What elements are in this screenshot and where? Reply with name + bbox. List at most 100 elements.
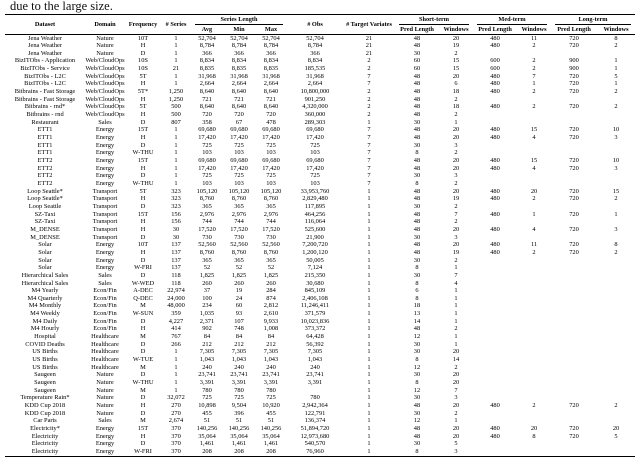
cell-short-windows: 20 xyxy=(452,348,460,356)
cell-dataset: M4 Daily xyxy=(32,317,58,325)
cell-domain: Econ/Fin xyxy=(93,317,117,325)
cell-short-pred-length: 30 xyxy=(413,440,421,448)
cell-dataset: BizITObs - L2C xyxy=(24,72,66,80)
cell-long-pred-length: 720 xyxy=(569,164,579,172)
cell-max-length: 8,640 xyxy=(263,103,279,111)
cell-long-windows: 2 xyxy=(614,42,618,50)
cell-long-pred-length xyxy=(551,410,597,418)
cell-num-target-variates: 1 xyxy=(367,440,371,448)
cell-long-pred-length xyxy=(551,364,597,372)
cell-frequency: W-THU xyxy=(132,149,154,157)
cell-long-windows: 10 xyxy=(612,157,620,164)
cell-num-series: 266 xyxy=(171,340,181,348)
cell-avg-length: 69,680 xyxy=(198,126,216,134)
cell-avg-length: 2,371 xyxy=(199,317,215,325)
cell-num-target-variates: 1 xyxy=(367,118,371,126)
cell-long-pred-length: 720 xyxy=(569,126,579,134)
cell-short-pred-length: 48 xyxy=(413,126,421,134)
cell-max-length: 103 xyxy=(266,179,276,187)
cell-short-windows: 3 xyxy=(454,141,458,149)
cell-num-obs: 780 xyxy=(310,394,320,402)
cell-max-length: 8,834 xyxy=(263,57,279,65)
cell-frequency: H xyxy=(140,134,146,142)
cell-dataset: BizITObs - Service xyxy=(20,65,70,73)
cell-domain: Transport xyxy=(92,210,118,218)
cell-short-pred-length: 30 xyxy=(413,271,421,279)
cell-num-series: 1 xyxy=(174,157,178,164)
table-row: KDD Cup 2018 Nature D 270 455 396 455 122,791 1 3… xyxy=(5,410,635,418)
cell-short-windows: 19 xyxy=(452,42,460,50)
cell-num-series: 1 xyxy=(174,363,178,371)
cell-num-series: 370 xyxy=(171,424,181,432)
cell-short-pred-length: 48 xyxy=(413,402,421,409)
cell-num-target-variates: 1 xyxy=(367,256,371,264)
cell-dataset: Solar xyxy=(38,256,52,264)
cell-num-obs: 136,374 xyxy=(304,417,326,425)
cell-dataset: ETT1 xyxy=(37,141,53,149)
cell-num-series: 1 xyxy=(174,179,178,187)
cell-max-length: 365 xyxy=(266,202,276,210)
cell-short-windows: 14 xyxy=(452,356,460,364)
cell-med-windows xyxy=(517,280,551,288)
table-row: ETT1 Energy H 1 17,420 17,420 17,420 17,420 7 48 2… xyxy=(5,134,635,142)
cell-num-obs: 1,043 xyxy=(307,356,323,364)
table-row: Hospital Healthcare M 767 84 84 84 64,428 1 12 1 xyxy=(5,333,635,341)
cell-num-series: 2,674 xyxy=(168,417,184,425)
col-header-dataset: Dataset xyxy=(34,21,56,28)
table-row: Loop Seattle* Transport 5T 323 105,120 105,12… xyxy=(5,188,635,196)
cell-long-windows: 5 xyxy=(614,72,618,80)
cell-num-obs: 540,570 xyxy=(304,440,326,448)
cell-avg-length: 100 xyxy=(202,294,212,302)
cell-num-series: 270 xyxy=(171,409,181,417)
cell-domain: Nature xyxy=(96,49,114,57)
cell-num-target-variates: 1 xyxy=(367,363,371,371)
cell-med-pred-length: 480 xyxy=(490,225,500,233)
cell-avg-length: 140,256 xyxy=(196,424,218,432)
table-row: Hierarchical Sales Sales D 118 1,825 1,825 1,8… xyxy=(5,272,635,280)
cell-num-target-variates: 1 xyxy=(367,202,371,210)
col-header-num-obs: # Obs xyxy=(307,21,323,28)
cell-frequency: 5T* xyxy=(137,88,149,96)
cell-long-windows: 2 xyxy=(614,248,618,256)
cell-num-obs: 76,960 xyxy=(306,447,324,455)
cell-num-target-variates: 7 xyxy=(367,134,371,142)
cell-num-obs: 845,109 xyxy=(304,287,326,295)
cell-avg-length: 8,760 xyxy=(199,248,215,256)
cell-frequency: D xyxy=(140,118,146,126)
cell-short-pred-length: 48 xyxy=(413,195,421,203)
cell-min-length: 51 xyxy=(235,417,243,425)
cell-med-windows xyxy=(517,318,551,326)
col-header-long-windows: Windows xyxy=(603,26,629,33)
cell-num-obs: 17,420 xyxy=(306,164,324,172)
cell-long-windows xyxy=(597,142,635,150)
cell-dataset: ETT1 xyxy=(37,149,53,157)
cell-long-windows xyxy=(597,341,635,349)
cell-domain: Econ/Fin xyxy=(93,294,117,302)
cell-domain: Nature xyxy=(96,371,114,379)
cell-frequency: D xyxy=(140,394,146,402)
cell-frequency: 10T xyxy=(137,241,149,249)
cell-domain: Energy xyxy=(95,172,115,180)
cell-long-pred-length xyxy=(551,356,597,364)
cell-long-windows xyxy=(597,272,635,280)
cell-num-target-variates: 7 xyxy=(367,149,371,157)
cell-long-windows xyxy=(597,111,635,119)
cell-med-windows xyxy=(517,394,551,402)
cell-frequency: 15T xyxy=(137,210,149,218)
cell-long-pred-length xyxy=(551,111,597,119)
cell-avg-length: 7,305 xyxy=(199,348,215,356)
cell-min-length: 19 xyxy=(235,287,243,295)
col-header-avg: Avg xyxy=(201,26,213,33)
cell-min-length: 24 xyxy=(235,294,243,302)
cell-long-windows: 5 xyxy=(614,432,618,440)
cell-min-length: 1,043 xyxy=(231,356,247,364)
cell-num-series: 1,250 xyxy=(168,88,184,96)
cell-avg-length: 8,834 xyxy=(199,57,215,65)
cell-num-target-variates: 1 xyxy=(367,340,371,348)
cell-short-windows: 20 xyxy=(452,371,460,379)
cell-num-obs: 366 xyxy=(310,49,320,57)
cell-long-windows xyxy=(597,218,635,226)
lead-text: due to the large size. xyxy=(10,0,113,13)
cell-min-length: 17,420 xyxy=(230,164,248,172)
cell-short-windows: 2 xyxy=(454,202,458,210)
